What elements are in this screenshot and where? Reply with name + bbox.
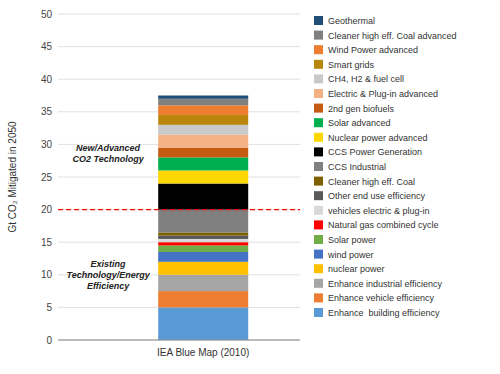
bar-segment: [158, 157, 248, 170]
legend-swatch: [314, 308, 323, 317]
y-tick-label: 40: [41, 74, 53, 85]
annotation-line: CO2 Technology: [73, 154, 145, 164]
legend-label: 2nd gen biofuels: [328, 104, 395, 114]
legend-label: Geothermal: [328, 16, 375, 26]
legend-label: Enhance building efficiency: [328, 308, 440, 318]
legend-label: Cleaner high eff. Coal advanced: [328, 31, 456, 41]
bar-segment: [158, 148, 248, 158]
grid: [58, 14, 300, 340]
bar-segment: [158, 210, 248, 233]
legend-label: Solar power: [328, 235, 376, 245]
legend-swatch: [314, 162, 323, 171]
y-tick-label: 0: [46, 335, 52, 346]
bar-segment: [158, 232, 248, 235]
legend-label: wind power: [327, 250, 374, 260]
legend-swatch: [314, 177, 323, 186]
y-tick-label: 15: [41, 237, 53, 248]
bar-segment: [158, 96, 248, 99]
legend-swatch: [314, 293, 323, 302]
bar-segment: [158, 275, 248, 291]
legend-label: Electric & Plug-in advanced: [328, 89, 438, 99]
legend-swatch: [314, 16, 323, 25]
grid-line: [58, 79, 300, 80]
bar-segment: [158, 307, 248, 340]
legend-label: Other end use efficiency: [328, 191, 425, 201]
bar-segment: [158, 236, 248, 239]
legend-swatch: [314, 60, 323, 69]
legend-label: Smart grids: [328, 60, 375, 70]
bar-segment: [158, 135, 248, 148]
annotation: New/AdvancedCO2 Technology: [73, 143, 145, 164]
y-tick-label: 25: [41, 172, 53, 183]
bar-segment: [158, 291, 248, 307]
y-tick-label: 30: [41, 139, 53, 150]
y-tick-label: 45: [41, 41, 53, 52]
annotation-line: Efficiency: [87, 281, 130, 291]
legend-label: Cleaner high eff. Coal: [328, 177, 415, 187]
grid-line: [58, 14, 300, 15]
legend-label: Nuclear power advanced: [328, 133, 428, 143]
legend-label: vehicles electric & plug-in: [328, 206, 430, 216]
legend-swatch: [314, 235, 323, 244]
y-tick-label: 5: [46, 302, 52, 313]
legend-label: Enhance vehicle efficiency: [328, 293, 434, 303]
legend-swatch: [314, 191, 323, 200]
legend: Geothermal Cleaner high eff. Coal advance…: [314, 16, 456, 318]
y-tick-label: 50: [41, 9, 53, 20]
chart: 0 5 10 15 20 25 30 35 40 45 50 Gt CO₂ Mitigated in …: [0, 0, 500, 374]
bar-segment: [158, 125, 248, 135]
grid-line: [58, 209, 300, 210]
annotation-line: Existing: [91, 259, 127, 269]
legend-swatch: [314, 104, 323, 113]
bar-segment: [158, 242, 248, 245]
legend-swatch: [314, 74, 323, 83]
legend-label: CH4, H2 & fuel cell: [328, 74, 404, 84]
legend-label: nuclear power: [328, 264, 385, 274]
legend-swatch: [314, 264, 323, 273]
legend-swatch: [314, 147, 323, 156]
legend-swatch: [314, 279, 323, 288]
reference-line: [58, 209, 300, 210]
bar-segment: [158, 245, 248, 252]
legend-label: Wind Power advanced: [328, 45, 418, 55]
annotation: ExistingTechnology/EnergyEfficiency: [67, 259, 151, 291]
grid-line: [58, 46, 300, 47]
bar-segment: [158, 262, 248, 275]
bar-segment: [158, 105, 248, 115]
y-tick-label: 35: [41, 106, 53, 117]
grid-line: [58, 340, 300, 341]
legend-swatch: [314, 89, 323, 98]
bar-segment: [158, 239, 248, 242]
y-tick-label: 10: [41, 269, 53, 280]
legend-swatch: [314, 206, 323, 215]
legend-swatch: [314, 31, 323, 40]
legend-swatch: [314, 45, 323, 54]
legend-label: CCS Power Generation: [328, 147, 422, 157]
reference-lines: [58, 209, 300, 210]
y-axis-label: Gt CO₂ Mitigated in 2050: [7, 121, 18, 233]
legend-label: Natural gas combined cycle: [328, 220, 439, 230]
bar-segment: [158, 184, 248, 210]
legend-swatch: [314, 220, 323, 229]
legend-label: Enhance industrial efficiency: [328, 279, 442, 289]
legend-label: CCS Industrial: [328, 162, 386, 172]
legend-swatch: [314, 133, 323, 142]
legend-swatch: [314, 118, 323, 127]
legend-swatch: [314, 250, 323, 259]
bar-segment: [158, 115, 248, 125]
bar-segment: [158, 252, 248, 262]
annotation-line: New/Advanced: [76, 143, 141, 153]
annotation-line: Technology/Energy: [67, 270, 151, 280]
bar-segment: [158, 99, 248, 106]
x-tick-label: IEA Blue Map (2010): [157, 347, 249, 358]
legend-label: Solar advanced: [328, 118, 391, 128]
x-axis-line: [58, 340, 300, 341]
y-tick-label: 20: [41, 204, 53, 215]
bar-segment: [158, 170, 248, 183]
bars: [158, 96, 248, 341]
